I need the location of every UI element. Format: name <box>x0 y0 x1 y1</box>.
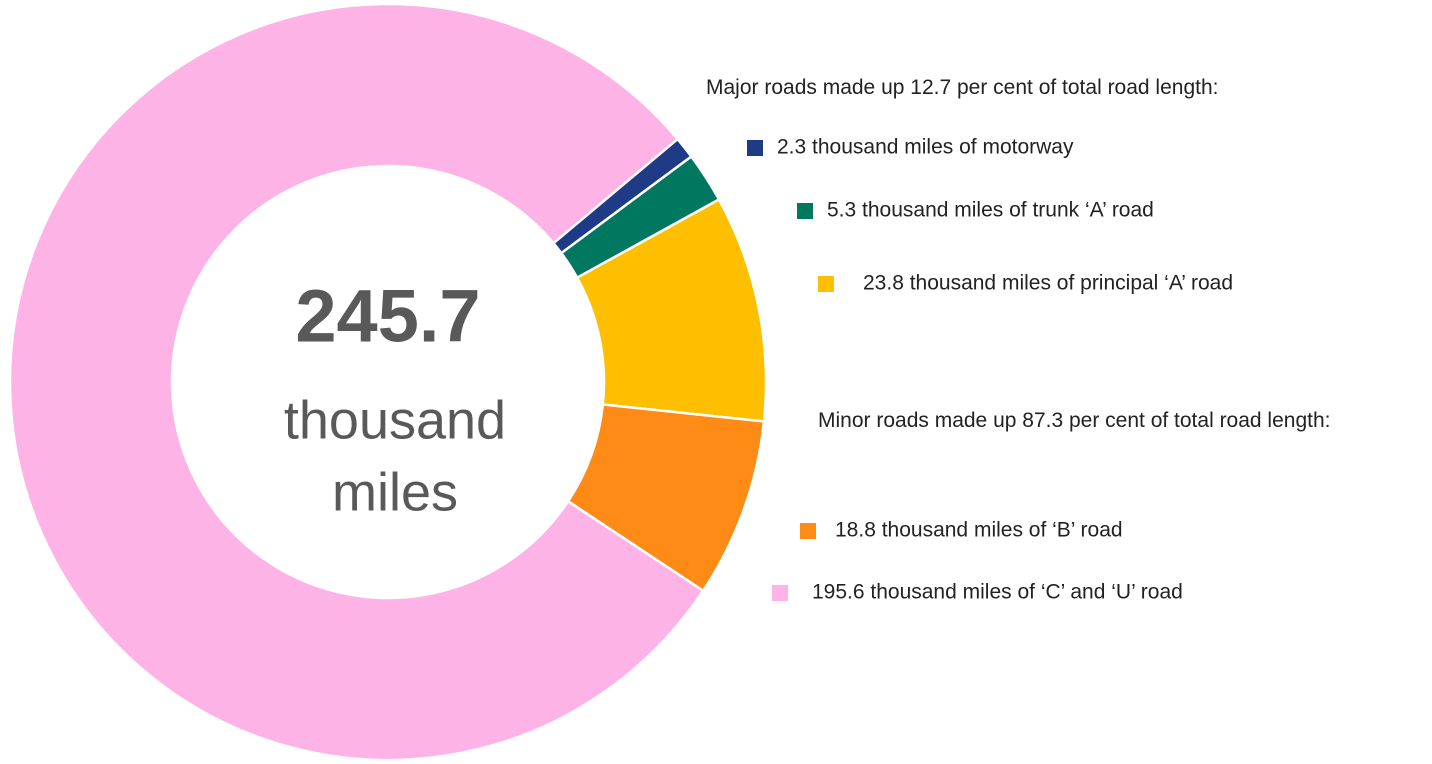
legend-swatch <box>747 140 763 156</box>
legend-swatch <box>772 585 788 601</box>
center-unit: miles <box>332 462 458 522</box>
legend-label: 195.6 thousand miles of ‘C’ and ‘U’ road <box>812 581 1183 604</box>
legend-label: 5.3 thousand miles of trunk ‘A’ road <box>827 199 1154 222</box>
legend: 2.3 thousand miles of motorway 5.3 thousa… <box>747 136 1233 604</box>
legend-swatch <box>818 276 834 292</box>
center-unit: thousand <box>284 390 506 450</box>
legend-label: 2.3 thousand miles of motorway <box>777 136 1074 159</box>
legend-label: 18.8 thousand miles of ‘B’ road <box>835 519 1123 542</box>
center-label: 245.7 thousand miles <box>284 275 506 523</box>
annotation: Minor roads made up 87.3 per cent of tot… <box>818 409 1331 432</box>
annotation: Major roads made up 12.7 per cent of tot… <box>706 76 1219 99</box>
center-value: 245.7 <box>295 275 480 358</box>
donut <box>8 2 768 762</box>
legend-label: 23.8 thousand miles of principal ‘A’ roa… <box>863 272 1233 295</box>
slice <box>8 2 705 762</box>
legend-swatch <box>800 523 816 539</box>
legend-swatch <box>797 203 813 219</box>
